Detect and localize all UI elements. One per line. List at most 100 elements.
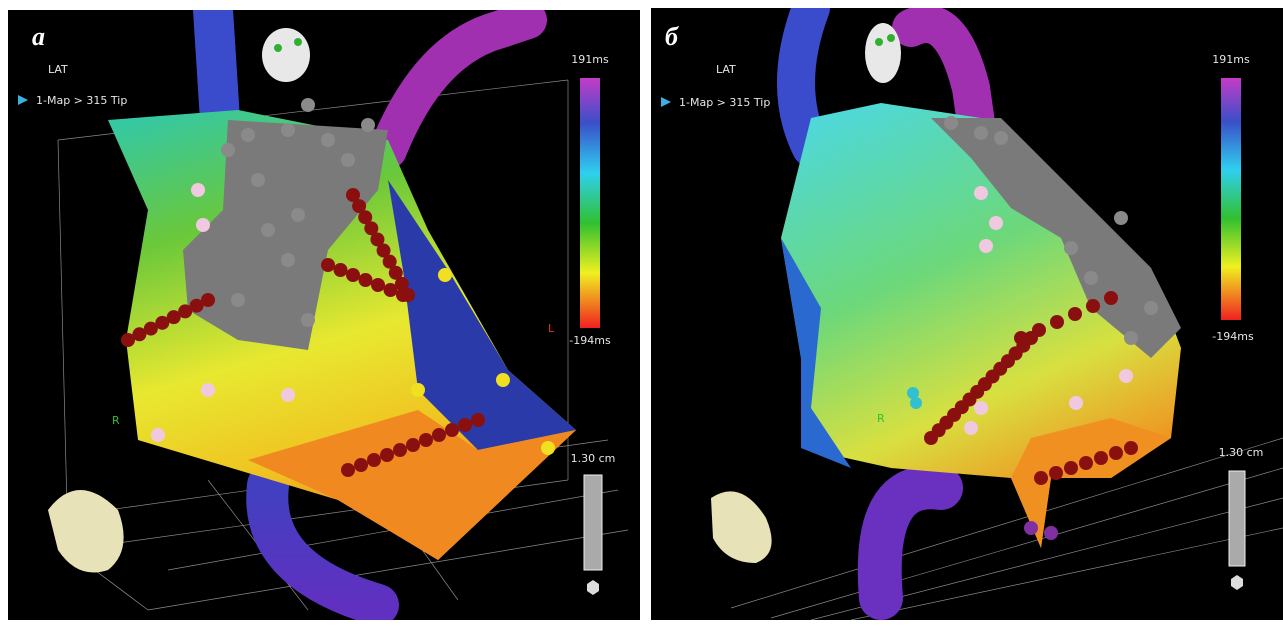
marker (1144, 301, 1158, 315)
scale-max: 191ms (1212, 53, 1250, 66)
axis-label: R (877, 412, 885, 425)
panel-label: а (32, 22, 45, 51)
vessel (880, 487, 941, 598)
orientation-head (865, 23, 901, 83)
marker (964, 421, 978, 435)
marker (301, 313, 315, 327)
marker (191, 183, 205, 197)
color-bar (580, 78, 600, 328)
marker (1014, 331, 1028, 345)
marker (411, 383, 425, 397)
map-panel-b: б LAT 1-Map > 315 Tip 191ms -194ms 1.30 … (651, 8, 1283, 620)
marker (1104, 291, 1118, 305)
ruler-label: 1.30 cm (1219, 446, 1264, 459)
marker (1024, 521, 1038, 535)
ruler (584, 475, 602, 570)
marker (1086, 299, 1100, 313)
marker (445, 423, 459, 437)
marker (261, 223, 275, 237)
orientation-head (262, 28, 310, 82)
map-type: LAT (716, 63, 736, 76)
scale-max: 191ms (571, 53, 609, 66)
marker (334, 263, 348, 277)
marker (1119, 369, 1133, 383)
scale-min: -194ms (569, 334, 611, 347)
marker (321, 258, 335, 272)
marker (201, 293, 215, 307)
marker (359, 273, 373, 287)
map-name: 1-Map > 315 Tip (679, 96, 770, 109)
marker (384, 283, 398, 297)
marker (201, 383, 215, 397)
marker (541, 441, 555, 455)
marker (974, 186, 988, 200)
marker (1124, 441, 1138, 455)
vessel (213, 10, 220, 120)
marker (910, 397, 922, 409)
marker (281, 253, 295, 267)
ruler-label: 1.30 cm (571, 452, 616, 465)
scale-min: -194ms (1212, 330, 1254, 343)
marker (151, 428, 165, 442)
ruler (1229, 471, 1245, 566)
marker (1064, 461, 1078, 475)
marker (1094, 451, 1108, 465)
marker (1114, 211, 1128, 225)
marker (1034, 471, 1048, 485)
heart-thumbnail (48, 490, 124, 573)
marker (1109, 446, 1123, 460)
marker (496, 373, 510, 387)
marker (406, 438, 420, 452)
marker (419, 433, 433, 447)
marker (438, 268, 452, 282)
marker (321, 133, 335, 147)
marker (393, 443, 407, 457)
marker (1069, 396, 1083, 410)
marker (1124, 331, 1138, 345)
marker (367, 453, 381, 467)
marker (241, 128, 255, 142)
marker (281, 388, 295, 402)
marker (281, 123, 295, 137)
marker (371, 278, 385, 292)
marker (1079, 456, 1093, 470)
marker (944, 116, 958, 130)
marker (1084, 271, 1098, 285)
marker (380, 448, 394, 462)
axis-label: R (112, 414, 120, 427)
marker (1050, 315, 1064, 329)
marker (974, 401, 988, 415)
marker (196, 218, 210, 232)
marker (1044, 526, 1058, 540)
color-bar (1221, 78, 1241, 320)
page: а LAT 1-Map > 315 Tip 191ms -194ms 1.30 … (0, 0, 1283, 625)
marker (1068, 307, 1082, 321)
marker (979, 239, 993, 253)
marker (354, 458, 368, 472)
axis-label: L (548, 322, 555, 335)
marker (341, 153, 355, 167)
marker (221, 143, 235, 157)
marker (974, 126, 988, 140)
marker (301, 98, 315, 112)
marker (471, 413, 485, 427)
marker (1049, 466, 1063, 480)
marker (396, 288, 410, 302)
marker (231, 293, 245, 307)
marker (361, 118, 375, 132)
heart-thumbnail (711, 491, 772, 563)
vessel (388, 20, 528, 150)
map-type: LAT (48, 63, 68, 76)
marker (251, 173, 265, 187)
marker (1032, 323, 1046, 337)
marker (341, 463, 355, 477)
marker (458, 418, 472, 432)
marker (346, 268, 360, 282)
map-name: 1-Map > 315 Tip (36, 94, 127, 107)
marker (989, 216, 1003, 230)
marker (994, 131, 1008, 145)
panel-label: б (665, 22, 679, 51)
map-panel-a: а LAT 1-Map > 315 Tip 191ms -194ms 1.30 … (8, 10, 640, 620)
marker (291, 208, 305, 222)
marker (1064, 241, 1078, 255)
